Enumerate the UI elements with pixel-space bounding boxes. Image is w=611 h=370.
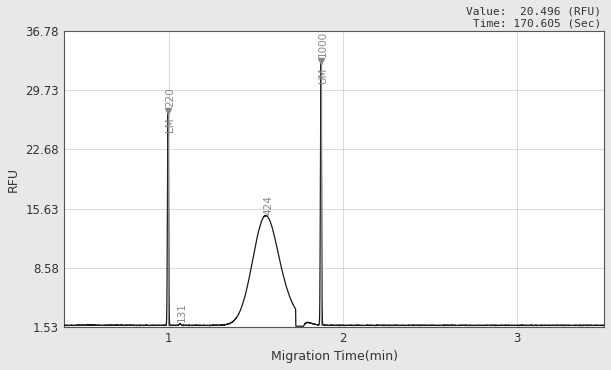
Text: Value:  20.496 (RFU)
Time: 170.605 (Sec): Value: 20.496 (RFU) Time: 170.605 (Sec) [466,7,601,28]
X-axis label: Migration Time(min): Migration Time(min) [271,350,398,363]
Y-axis label: RFU: RFU [7,166,20,192]
Text: 1000: 1000 [318,31,328,57]
Text: 131: 131 [177,303,187,322]
Text: UM: UM [318,68,328,84]
Text: LM: LM [165,118,175,132]
Text: 220: 220 [165,87,175,107]
Text: 424: 424 [263,196,273,215]
